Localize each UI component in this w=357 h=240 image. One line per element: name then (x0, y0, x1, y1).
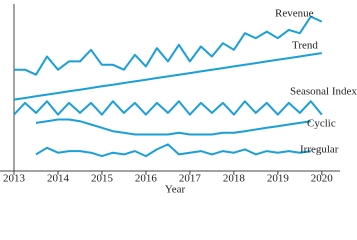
series-line (35, 143, 311, 158)
x-tick-label: 2018 (223, 173, 246, 185)
series-line (35, 118, 311, 136)
series-label: Cyclic (307, 118, 336, 130)
series-label: Seasonal Index (290, 86, 357, 98)
series-line (13, 100, 323, 116)
series-label: Trend (292, 40, 318, 52)
page: Year 2013 2014 2015 2016 2017 2018 2019 2020 Rev… (0, 4, 357, 196)
series-line (13, 52, 322, 101)
x-tick-label: 2020 (311, 173, 334, 185)
x-tick-label: 2016 (135, 173, 158, 185)
x-tick-label: 2014 (47, 173, 70, 185)
series-line (14, 15, 323, 76)
series-label: Irregular (300, 144, 339, 156)
series-label: Revenue (275, 8, 314, 20)
x-tick-label: 2013 (3, 173, 26, 185)
x-axis-label: Year (165, 184, 186, 196)
x-tick-label: 2015 (91, 173, 114, 185)
chart: Year 2013 2014 2015 2016 2017 2018 2019 2020 Rev… (0, 4, 357, 196)
x-tick-label: 2019 (267, 173, 290, 185)
x-tick-label: 2017 (179, 173, 202, 185)
